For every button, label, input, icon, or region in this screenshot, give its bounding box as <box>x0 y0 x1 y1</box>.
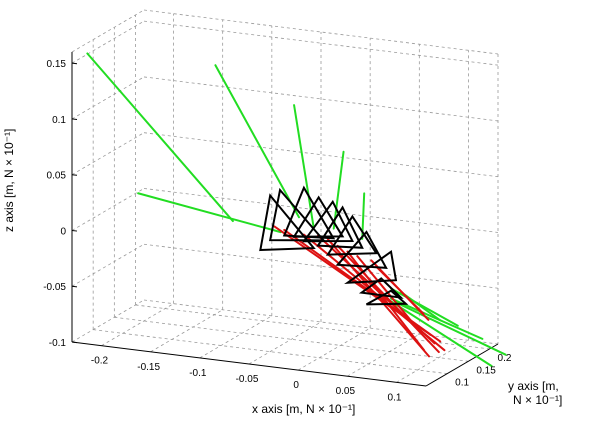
black-triangle <box>301 199 355 243</box>
green-vector-line <box>293 104 315 230</box>
x-tick-label: -0.15 <box>137 362 160 373</box>
grid-line <box>71 188 145 231</box>
z-tick-mark <box>71 341 78 344</box>
grid-line <box>347 333 420 377</box>
z-tick-mark <box>71 62 78 65</box>
grid-line <box>71 132 145 176</box>
green-vector-line <box>332 150 345 230</box>
x-tick-label: 0.05 <box>336 386 356 397</box>
red-vector-line <box>375 265 425 315</box>
y-tick-label: 0.1 <box>455 378 469 389</box>
x-axis-line <box>71 341 427 387</box>
grid-line <box>101 303 174 347</box>
z-tick-label: 0 <box>60 226 66 237</box>
x-tick-label: -0.1 <box>189 368 207 379</box>
axis-frame <box>71 52 499 387</box>
tick-labels: 0.15 0.1 0.05 0 -0.05 -0.1 -0.2 -0.15 -0.1 -0.05 0… <box>43 59 512 403</box>
grid-line <box>150 309 223 353</box>
data-layer <box>86 52 507 367</box>
grid-line <box>71 9 145 53</box>
green-vector-line <box>137 192 282 234</box>
x-tick-label: -0.2 <box>91 356 109 367</box>
grid-line <box>71 243 145 287</box>
black-triangle <box>268 187 326 242</box>
x-tick-label: 0.1 <box>388 392 402 403</box>
black-triangle <box>365 289 409 306</box>
y-tick-label: 0.2 <box>498 353 512 364</box>
black-triangle <box>292 195 345 238</box>
y-axis-label-line1: y axis [m, <box>508 379 559 393</box>
green-vector-line <box>394 301 507 356</box>
green-vector-line <box>390 297 484 340</box>
grid-line <box>71 20 145 64</box>
y-axis-line <box>425 343 499 387</box>
red-vector-line <box>346 250 426 352</box>
z-tick-label: 0.05 <box>47 171 67 182</box>
y-tick-label: 0.15 <box>476 365 496 376</box>
z-axis-label: z axis [m, N × 10⁻¹] <box>2 129 16 232</box>
grid-line <box>396 339 469 383</box>
x-axis-label: x axis [m, N × 10⁻¹] <box>252 402 355 416</box>
x-tick-label: -0.05 <box>236 374 259 385</box>
x-tick-label: 0 <box>293 380 299 391</box>
grid-line <box>71 76 145 120</box>
z-tick-mark <box>71 285 78 288</box>
black-triangle <box>316 205 364 249</box>
red-vector-line <box>336 244 440 354</box>
green-vector-line <box>86 52 234 223</box>
z-tick-mark <box>71 229 78 232</box>
grid-line <box>297 327 371 371</box>
black-triangle <box>259 193 316 252</box>
z-tick-label: 0.1 <box>52 115 66 126</box>
grid-line <box>199 315 273 359</box>
z-tick-label: -0.05 <box>43 282 66 293</box>
z-tick-label: 0.15 <box>47 59 67 70</box>
y-axis-label-line2: N × 10⁻¹] <box>513 393 562 407</box>
grid-line <box>71 299 145 343</box>
grid-line <box>248 321 322 365</box>
black-triangle <box>344 249 398 284</box>
green-vector-line <box>214 64 300 219</box>
green-vector-line <box>390 287 459 327</box>
z-tick-mark <box>71 118 78 121</box>
black-triangle <box>335 230 388 269</box>
z-tick-mark <box>71 174 78 176</box>
z-tick-label: -0.1 <box>49 338 67 349</box>
